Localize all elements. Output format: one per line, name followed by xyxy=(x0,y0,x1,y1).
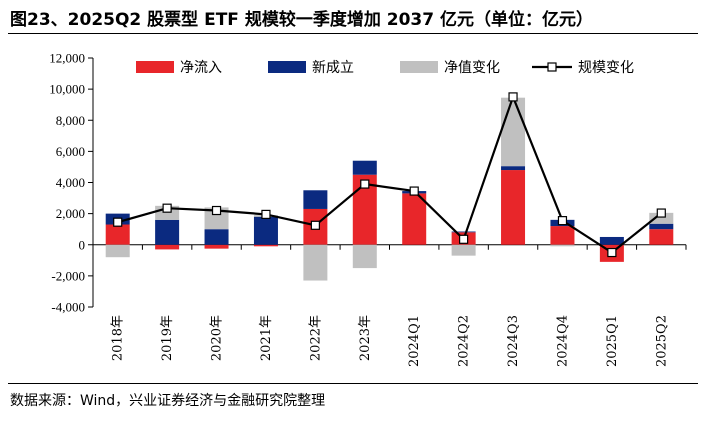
bar-net-inflow xyxy=(105,224,130,245)
scale-change-line xyxy=(117,93,662,254)
x-tick-label: 2024Q1 xyxy=(407,315,422,367)
scale-change-marker xyxy=(656,208,666,218)
bar-nav-change xyxy=(550,244,575,247)
y-tick-label: 0 xyxy=(79,237,86,252)
legend-label-net-inflow: 净流入 xyxy=(180,60,222,76)
bar-net-inflow xyxy=(501,170,526,245)
y-tick-label: 12,000 xyxy=(49,51,85,66)
x-tick-label: 2020年 xyxy=(210,315,225,361)
scale-change-marker xyxy=(360,179,370,189)
y-tick-label: -4,000 xyxy=(51,300,85,315)
bar-new-issue xyxy=(599,236,624,245)
x-tick-label: 2023年 xyxy=(358,315,373,361)
legend-swatch-net-inflow xyxy=(136,61,174,73)
chart-legend: 净流入 新成立 净值变化 规模变化 xyxy=(136,60,634,76)
y-tick-label: 6,000 xyxy=(56,144,85,159)
data-source-note: 数据来源：Wind，兴业证券经济与金融研究院整理 xyxy=(10,393,326,409)
y-tick-label: 2,000 xyxy=(56,206,85,221)
bar-nav-change xyxy=(501,97,526,167)
x-tick-label: 2022年 xyxy=(308,315,323,361)
bar-net-inflow xyxy=(155,244,180,250)
bar-nav-change xyxy=(303,244,328,281)
scale-change-marker xyxy=(113,217,123,227)
y-tick-label: 8,000 xyxy=(56,113,85,128)
scale-change-marker xyxy=(459,234,469,244)
bar-nav-change xyxy=(352,244,377,269)
x-tick-label: 2025Q2 xyxy=(654,315,669,367)
bar-new-issue xyxy=(501,166,526,171)
legend-marker-scale-change xyxy=(547,62,557,72)
scale-change-marker xyxy=(162,203,172,213)
legend-swatch-new-issue xyxy=(268,61,306,73)
bar-nav-change xyxy=(204,207,229,230)
x-tick-label: 2024Q2 xyxy=(457,315,472,367)
bar-new-issue xyxy=(253,216,278,245)
y-tick-label: -2,000 xyxy=(51,268,85,283)
bar-net-inflow xyxy=(204,244,229,249)
bar-new-issue xyxy=(649,223,674,230)
scale-change-marker xyxy=(508,92,518,102)
bar-new-issue xyxy=(155,219,180,245)
bar-nav-change xyxy=(451,244,476,256)
x-tick-label: 2025Q1 xyxy=(605,315,620,367)
bar-nav-change xyxy=(649,212,674,224)
y-tick-label: 4,000 xyxy=(56,175,85,190)
chart-title: 图23、2025Q2 股票型 ETF 规模较一季度增加 2037 亿元（单位：亿… xyxy=(10,10,593,30)
bar-new-issue xyxy=(204,229,229,245)
chart-axes: -4,000 -2,000 0 2,000 4,000 6,000 8,000 10,000 1… xyxy=(49,51,687,315)
legend-label-nav-change: 净值变化 xyxy=(444,60,500,76)
chart-bars xyxy=(105,97,674,281)
scale-change-marker xyxy=(557,216,568,226)
bar-net-inflow xyxy=(550,226,575,245)
x-tick-label: 2019年 xyxy=(160,315,175,361)
bar-new-issue xyxy=(352,160,377,175)
scale-change-marker xyxy=(409,186,419,196)
title-divider xyxy=(8,33,698,34)
scale-change-marker xyxy=(310,220,320,230)
x-tick-label: 2018年 xyxy=(111,315,126,361)
bar-new-issue xyxy=(303,190,328,209)
bar-new-issue xyxy=(451,231,476,233)
source-divider xyxy=(8,383,698,384)
legend-label-new-issue: 新成立 xyxy=(312,60,354,76)
bar-nav-change xyxy=(105,244,130,258)
bar-net-inflow xyxy=(649,229,674,245)
bar-net-inflow xyxy=(402,193,427,245)
bar-net-inflow xyxy=(253,244,278,247)
scale-change-marker xyxy=(607,247,617,258)
x-tick-label: 2024Q4 xyxy=(555,315,570,367)
legend-swatch-nav-change xyxy=(400,61,438,73)
x-tick-label: 2024Q3 xyxy=(506,315,521,367)
chart-line xyxy=(113,92,666,258)
x-tick-label: 2021年 xyxy=(259,315,274,361)
scale-change-marker xyxy=(261,209,271,220)
x-axis-labels: 2018年 2019年 2020年 2021年 2022年 2023年 2024Q1 2024… xyxy=(111,315,670,367)
scale-change-marker xyxy=(211,205,222,216)
y-tick-label: 10,000 xyxy=(49,82,85,97)
legend-label-scale-change: 规模变化 xyxy=(578,60,634,76)
